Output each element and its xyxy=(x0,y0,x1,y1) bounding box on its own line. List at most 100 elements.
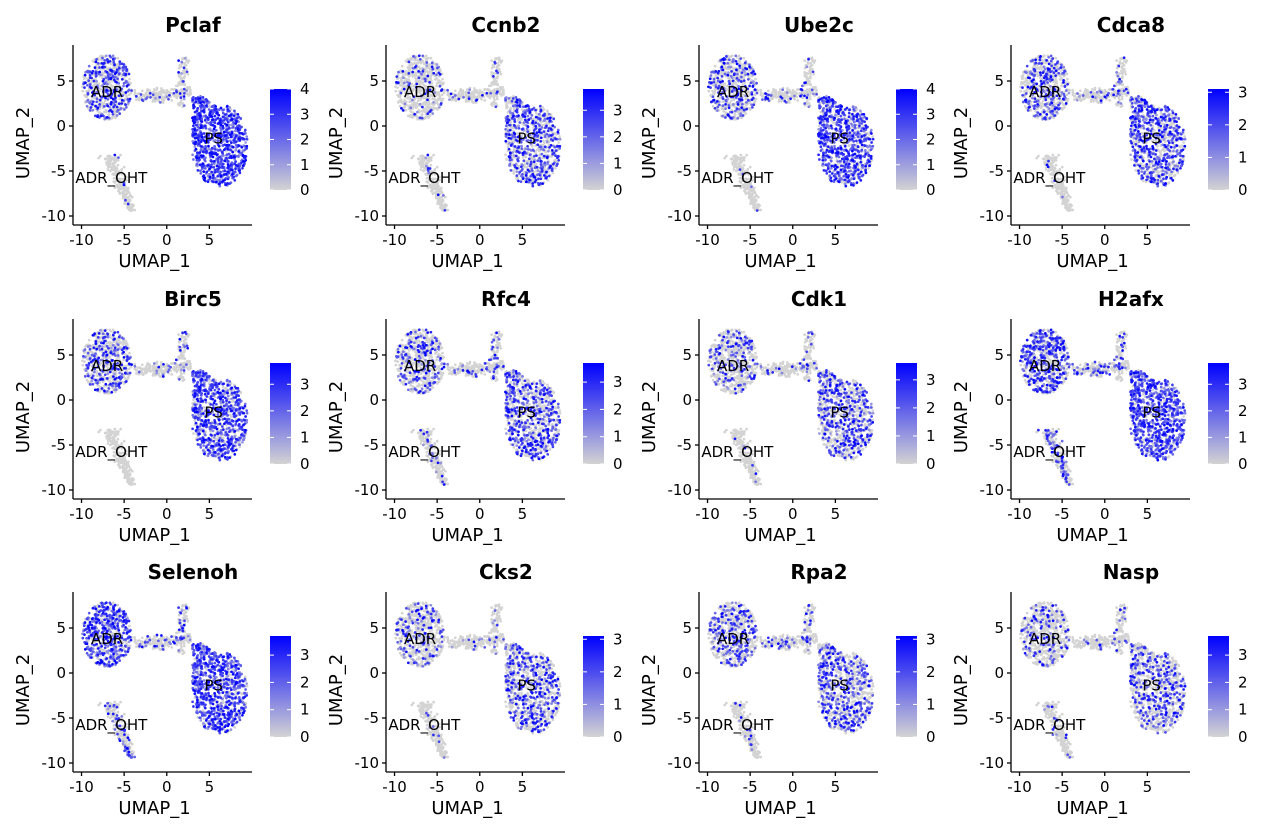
x-tick-label: -10 xyxy=(382,231,407,249)
cell-point xyxy=(105,110,109,113)
x-tick-label: 5 xyxy=(518,231,528,249)
cell-point xyxy=(237,150,240,153)
cell-point xyxy=(402,76,405,80)
cell-point xyxy=(434,69,438,72)
cell-point xyxy=(538,145,541,149)
cell-point xyxy=(99,114,103,118)
cell-point xyxy=(183,91,186,95)
cell-point xyxy=(417,69,420,73)
cell-point xyxy=(118,190,121,194)
cell-point xyxy=(714,73,718,77)
cell-point xyxy=(412,55,415,58)
cell-point xyxy=(806,98,809,102)
cell-point xyxy=(177,71,180,74)
cell-point xyxy=(401,70,405,73)
cell-point xyxy=(124,91,128,94)
cell-point xyxy=(206,180,210,184)
cell-point xyxy=(178,92,182,95)
cell-point xyxy=(499,72,503,76)
cell-point xyxy=(453,94,457,97)
cell-point xyxy=(526,114,530,118)
cell-point xyxy=(426,112,430,116)
cell-point xyxy=(414,106,418,110)
cell-point xyxy=(116,56,120,60)
cell-point xyxy=(524,147,527,151)
cell-point xyxy=(84,95,88,99)
cell-point xyxy=(461,89,464,92)
cell-point xyxy=(87,87,91,91)
cell-point xyxy=(515,174,519,177)
cell-point xyxy=(417,54,421,58)
cell-point xyxy=(226,147,230,151)
cell-point xyxy=(494,56,498,60)
cell-point xyxy=(207,108,211,111)
cell-point xyxy=(504,139,508,143)
cell-point xyxy=(126,202,130,206)
cell-point xyxy=(202,170,206,173)
cell-point xyxy=(539,139,543,143)
cell-point xyxy=(513,120,517,123)
cell-point xyxy=(237,144,241,147)
cell-point xyxy=(539,108,543,112)
cell-point xyxy=(539,163,543,166)
cell-point xyxy=(490,66,494,70)
cell-point xyxy=(776,95,780,98)
cell-point xyxy=(412,62,416,65)
cell-point xyxy=(491,92,495,95)
cell-point xyxy=(110,100,113,104)
cell-point xyxy=(395,75,399,78)
cell-point xyxy=(421,70,425,73)
cell-point xyxy=(201,162,205,165)
cell-point xyxy=(549,116,552,120)
cell-point xyxy=(554,154,557,158)
cell-point xyxy=(182,80,185,83)
cell-point xyxy=(114,116,117,120)
cell-point xyxy=(541,182,545,185)
cell-point xyxy=(177,59,180,62)
cluster-label: PS xyxy=(204,130,223,148)
cell-point xyxy=(814,85,817,89)
cell-point xyxy=(542,148,546,152)
cell-point xyxy=(236,113,240,116)
cell-point xyxy=(556,130,560,134)
cell-point xyxy=(158,95,162,99)
cell-point xyxy=(871,135,875,138)
cell-point xyxy=(546,129,550,133)
cell-point xyxy=(520,108,524,111)
cell-point xyxy=(507,136,511,140)
cell-point xyxy=(519,165,523,169)
cell-point xyxy=(193,145,197,149)
cell-point xyxy=(558,144,562,148)
cell-point xyxy=(494,80,498,83)
cell-point xyxy=(152,88,156,91)
cell-point xyxy=(508,164,511,167)
cell-point xyxy=(507,155,511,158)
cell-point xyxy=(537,183,541,187)
cell-point xyxy=(234,140,238,144)
cell-point xyxy=(441,77,444,81)
cell-point xyxy=(208,167,211,171)
cell-point xyxy=(426,74,430,78)
cell-point xyxy=(222,130,226,134)
cell-point xyxy=(413,58,417,62)
y-tick-label: 5 xyxy=(56,72,66,90)
cell-point xyxy=(536,143,540,147)
cell-point xyxy=(223,159,227,163)
cell-point xyxy=(112,158,116,162)
cell-point xyxy=(212,160,216,163)
cell-point xyxy=(490,104,494,107)
cell-point xyxy=(244,158,248,162)
cell-point xyxy=(116,77,119,81)
cell-point xyxy=(796,99,800,102)
cell-point xyxy=(418,102,422,106)
cell-point xyxy=(534,121,538,125)
x-axis-title: UMAP_1 xyxy=(431,251,503,272)
cell-point xyxy=(225,149,228,153)
cell-point xyxy=(208,151,212,155)
cell-point xyxy=(518,99,522,103)
cell-point xyxy=(214,105,218,108)
cell-point xyxy=(125,68,129,71)
cell-point xyxy=(545,140,549,143)
cell-point xyxy=(191,98,194,102)
cell-point xyxy=(95,100,99,104)
